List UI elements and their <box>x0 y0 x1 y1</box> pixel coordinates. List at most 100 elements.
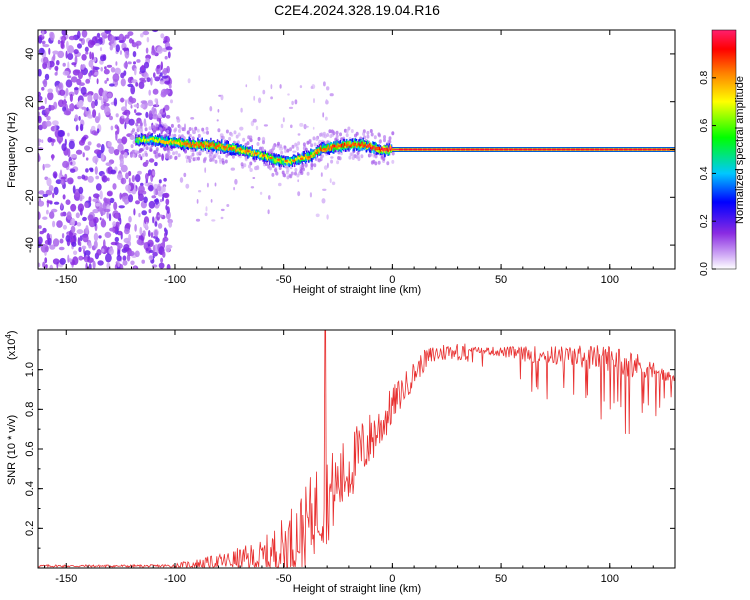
noise-blob <box>72 256 79 266</box>
noise-blob <box>72 185 76 194</box>
noise-blob <box>130 97 137 104</box>
ridge-segment <box>297 155 299 160</box>
noise-blob <box>82 152 85 158</box>
noise-blob <box>100 104 106 111</box>
noise-blob <box>118 205 125 209</box>
ridge-haze <box>249 135 253 140</box>
ridge-segment <box>464 148 466 151</box>
ridge-segment <box>160 140 162 143</box>
noise-blob <box>143 196 148 204</box>
ridge-segment <box>198 144 200 149</box>
ridge-haze <box>369 129 373 133</box>
noise-blob <box>164 80 171 85</box>
ridge-haze <box>289 174 293 179</box>
noise-blob <box>38 236 43 245</box>
ridge-segment <box>252 149 254 155</box>
noise-blob <box>312 126 315 130</box>
ridge-haze <box>211 157 215 162</box>
noise-blob <box>202 131 206 134</box>
ridge-segment <box>436 148 438 151</box>
ridge-core-mark <box>599 148 604 151</box>
noise-blob <box>161 153 165 161</box>
noise-blob <box>45 264 48 269</box>
ridge-core-mark <box>609 148 614 151</box>
ridge-segment <box>139 138 141 142</box>
ridge-core-mark <box>353 143 357 146</box>
noise-blob <box>195 218 201 222</box>
noise-blob <box>158 179 162 184</box>
noise-blob <box>330 156 334 159</box>
noise-blob <box>77 30 81 39</box>
ridge-segment <box>388 146 390 150</box>
noise-blob <box>315 213 320 218</box>
ridge-segment <box>397 148 399 151</box>
noise-blob <box>109 227 116 232</box>
noise-blob <box>87 39 95 48</box>
noise-blob <box>162 107 165 113</box>
noise-blob <box>104 231 112 238</box>
ridge-segment <box>498 148 500 151</box>
ridge-segment <box>320 147 322 151</box>
noise-blob <box>70 161 73 165</box>
ridge-core-mark <box>403 148 408 151</box>
ridge-core-mark <box>561 148 566 151</box>
noise-blob <box>67 177 74 185</box>
ridge-segment <box>641 148 644 151</box>
ridge-segment <box>304 155 307 163</box>
ridge-haze <box>335 134 339 139</box>
noise-blob <box>54 124 57 132</box>
noise-blob <box>67 52 74 61</box>
ridge-segment <box>210 145 212 148</box>
spectrogram-x-axis-label: Height of straight line (km) <box>293 284 421 296</box>
noise-blob <box>69 93 73 102</box>
ridge-core-mark <box>398 148 403 151</box>
ridge-segment <box>348 141 350 152</box>
noise-blob <box>44 257 48 264</box>
ridge-segment <box>138 137 140 140</box>
ridge-segment <box>309 152 311 159</box>
noise-blob <box>103 208 111 213</box>
noise-blob <box>299 85 303 89</box>
ridge-segment <box>261 152 263 157</box>
noise-blob <box>164 55 168 60</box>
noise-blob <box>196 199 199 204</box>
spectrogram-y-axis-label: Frequency (Hz) <box>6 112 18 188</box>
ridge-haze <box>279 144 283 149</box>
noise-blob <box>133 61 136 65</box>
ridge-segment <box>349 140 351 146</box>
ridge-haze <box>304 163 308 168</box>
noise-blob <box>38 262 41 268</box>
noise-blob <box>148 200 156 209</box>
noise-blob <box>143 61 150 69</box>
noise-blob <box>114 81 119 86</box>
noise-blob <box>41 40 46 45</box>
noise-blob <box>148 110 153 118</box>
ridge-segment <box>229 147 232 150</box>
noise-blob <box>245 84 248 88</box>
noise-blob <box>165 46 173 51</box>
ridge-segment <box>163 140 165 145</box>
ridge-segment <box>237 147 239 151</box>
ridge-core-mark <box>307 156 311 159</box>
noise-blob <box>88 72 92 77</box>
ridge-core-mark <box>254 152 258 155</box>
ridge-segment <box>603 148 606 151</box>
ridge-segment <box>372 145 374 150</box>
noise-blob <box>65 235 71 243</box>
noise-blob <box>98 37 103 42</box>
noise-blob <box>91 130 97 136</box>
noise-blob <box>310 86 314 89</box>
noise-blob <box>155 237 160 243</box>
ridge-haze <box>157 152 161 157</box>
noise-blob <box>72 232 77 236</box>
ridge-segment <box>280 160 283 165</box>
ridge-segment <box>253 150 256 154</box>
noise-blob <box>176 116 180 120</box>
ridge-segment <box>228 144 231 149</box>
noise-blob <box>95 183 102 191</box>
ridge-haze <box>188 158 192 163</box>
noise-blob <box>154 204 160 209</box>
x-tick-label: -150 <box>55 573 77 585</box>
ridge-segment <box>362 144 364 148</box>
noise-region <box>38 30 336 269</box>
